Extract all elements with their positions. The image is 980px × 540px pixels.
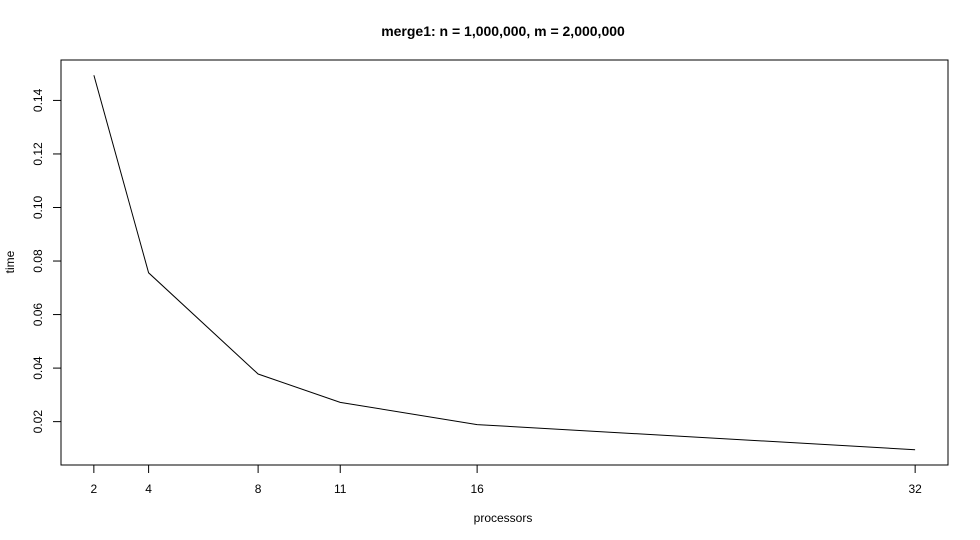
- y-tick-label: 0.06: [31, 303, 45, 327]
- y-tick-label: 0.04: [31, 356, 45, 380]
- y-axis: 0.02 0.04 0.06 0.08 0.10 0.12 0.14: [31, 88, 62, 434]
- chart-title: merge1: n = 1,000,000, m = 2,000,000: [381, 23, 625, 39]
- y-tick-label: 0.14: [31, 88, 45, 112]
- y-tick-label: 0.12: [31, 142, 45, 166]
- x-tick-label: 4: [145, 482, 152, 496]
- y-tick-label: 0.08: [31, 249, 45, 273]
- x-tick-label: 2: [91, 482, 98, 496]
- x-axis: 2 4 8 11 16 32: [91, 464, 922, 496]
- series-layer: [93, 75, 916, 451]
- series-line: [93, 75, 916, 451]
- x-tick-label: 8: [255, 482, 262, 496]
- y-axis-label: time: [3, 250, 17, 273]
- plot-frame: [60, 59, 949, 466]
- x-tick-label: 32: [908, 482, 922, 496]
- y-tick-label: 0.02: [31, 410, 45, 434]
- x-tick-label: 16: [470, 482, 484, 496]
- x-axis-label: processors: [474, 511, 533, 525]
- y-tick-label: 0.10: [31, 195, 45, 219]
- x-tick-label: 11: [334, 482, 347, 496]
